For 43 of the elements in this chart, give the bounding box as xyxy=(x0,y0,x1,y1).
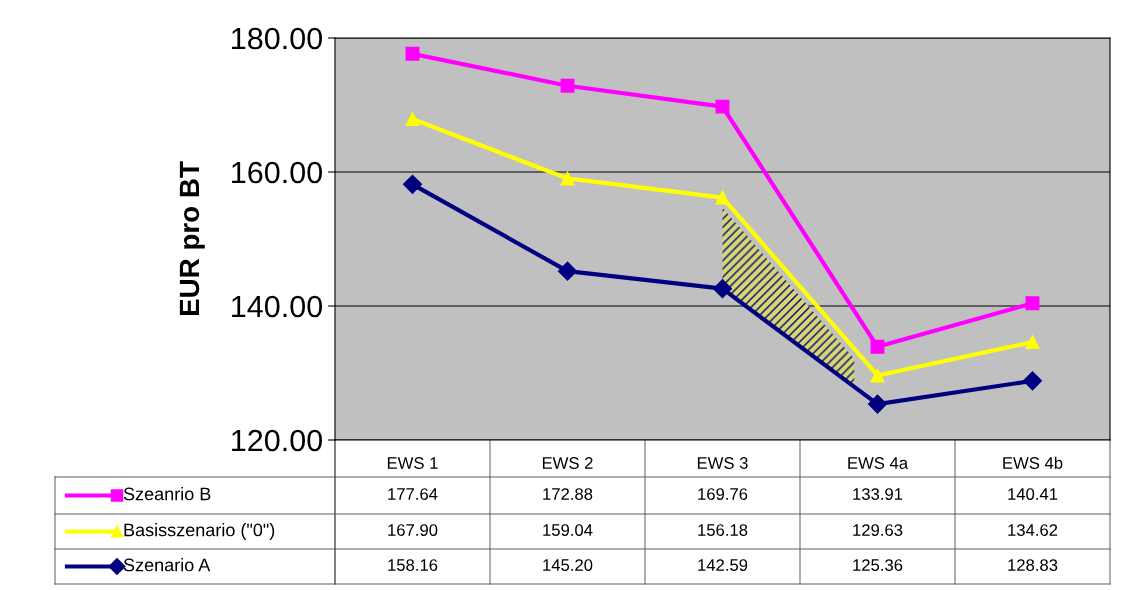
x-tick-label: EWS 1 xyxy=(387,457,438,469)
legend-label: Szeanrio B xyxy=(123,487,211,501)
y-axis-title: EUR pro BT xyxy=(179,161,205,316)
point xyxy=(402,174,423,194)
point xyxy=(1022,371,1043,391)
data-label: 134.62 xyxy=(1008,524,1058,536)
legend-label: Szenario A xyxy=(123,558,211,572)
point xyxy=(557,261,578,281)
y-tick-label: 180.00 xyxy=(232,27,323,50)
x-tick-label: EWS 3 xyxy=(697,457,748,469)
point xyxy=(867,394,888,414)
point xyxy=(1025,335,1040,349)
data-label: 159.04 xyxy=(543,524,593,536)
point xyxy=(870,368,885,383)
data-label: 145.20 xyxy=(543,559,593,571)
y-tick-label: 120.00 xyxy=(232,429,323,452)
data-label: 125.36 xyxy=(853,559,903,571)
point xyxy=(715,190,730,205)
x-tick-label: EWS 2 xyxy=(542,457,593,469)
point xyxy=(405,46,420,61)
data-label: 156.18 xyxy=(698,524,748,536)
data-label: 169.76 xyxy=(698,488,748,500)
point xyxy=(560,78,575,93)
data-label: 142.59 xyxy=(698,559,748,571)
data-label: 128.83 xyxy=(1008,559,1058,571)
data-label: 177.64 xyxy=(388,488,438,500)
point xyxy=(870,339,885,354)
x-tick-label: EWS 4a xyxy=(848,457,909,469)
point xyxy=(712,279,733,299)
data-label: 167.90 xyxy=(388,524,438,536)
y-tick-label: 160.00 xyxy=(232,161,323,184)
legend-label: Basisszenario ("0") xyxy=(124,523,275,540)
x-tick-label: EWS 4b xyxy=(1003,456,1063,469)
point xyxy=(405,112,420,127)
data-label: 172.88 xyxy=(543,488,593,500)
data-label: 133.91 xyxy=(853,488,903,500)
data-label: 129.63 xyxy=(853,524,903,536)
data-label: 140.41 xyxy=(1008,488,1058,500)
point xyxy=(560,171,575,186)
y-tick-label: 140.00 xyxy=(232,295,323,318)
point xyxy=(1025,296,1040,311)
data-label: 158.16 xyxy=(388,559,438,571)
point xyxy=(715,99,730,114)
